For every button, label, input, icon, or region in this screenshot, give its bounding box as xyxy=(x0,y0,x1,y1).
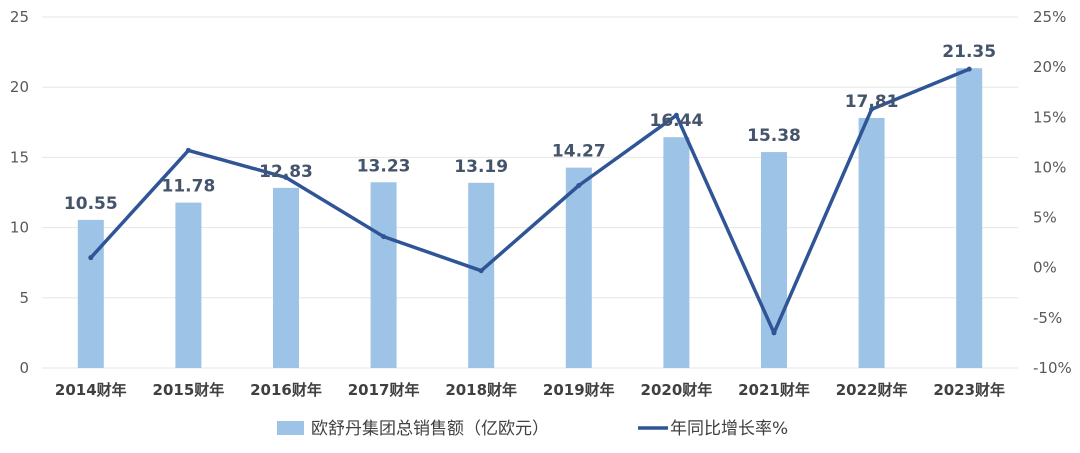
right-tick-label: 20% xyxy=(1033,58,1066,76)
left-tick-label: 25 xyxy=(10,8,29,26)
bar xyxy=(565,167,592,368)
category-label: 2017财年 xyxy=(348,381,420,399)
line-point xyxy=(576,182,582,188)
bar xyxy=(273,187,299,368)
category-label: 2021财年 xyxy=(738,381,810,399)
legend: 欧舒丹集团总销售额（亿欧元） 年同比增长率% xyxy=(277,419,788,439)
bar-data-label: 17.81 xyxy=(845,92,899,112)
bar xyxy=(663,137,690,368)
left-tick-label: 5 xyxy=(19,289,29,307)
line-point xyxy=(966,66,972,72)
right-tick-label: 15% xyxy=(1033,108,1066,126)
category-label: 2022财年 xyxy=(836,381,908,399)
bar-data-label: 14.27 xyxy=(552,142,606,162)
category-label: 2015财年 xyxy=(153,381,225,399)
growth-rate-line xyxy=(89,67,971,335)
bar-data-label: 13.23 xyxy=(357,156,411,176)
legend-bar-label: 欧舒丹集团总销售额（亿欧元） xyxy=(311,419,549,439)
category-labels: 2014财年 2015财年 2016财年 2017财年 2018财年 2019财年 2020… xyxy=(55,381,1005,399)
category-label: 2014财年 xyxy=(55,381,127,399)
line-point xyxy=(478,268,484,274)
category-label: 2020财年 xyxy=(641,381,713,399)
line-point xyxy=(88,255,94,261)
left-tick-label: 10 xyxy=(10,219,29,237)
legend-line-label: 年同比增长率% xyxy=(670,419,788,439)
category-label: 2016财年 xyxy=(250,381,322,399)
line-point xyxy=(283,174,289,180)
line-point xyxy=(185,147,191,153)
bar-data-label: 12.83 xyxy=(259,162,313,182)
line-point xyxy=(673,112,679,118)
right-tick-label: -5% xyxy=(1033,309,1062,327)
left-tick-label: 20 xyxy=(10,78,29,96)
line-point xyxy=(381,234,387,240)
left-tick-label: 15 xyxy=(10,148,29,166)
right-tick-label: -10% xyxy=(1033,359,1072,377)
category-label: 2018财年 xyxy=(445,381,517,399)
data-labels: 10.55 11.78 12.83 13.23 13.19 14.27 16.44 15.38… xyxy=(64,42,996,214)
bar xyxy=(858,117,885,368)
bar-data-label: 11.78 xyxy=(162,177,216,197)
line-point xyxy=(771,330,777,336)
category-label: 2019财年 xyxy=(543,381,615,399)
bar xyxy=(468,182,495,368)
category-label: 2023财年 xyxy=(933,381,1005,399)
bar-data-label: 21.35 xyxy=(942,42,996,62)
right-tick-label: 25% xyxy=(1033,8,1066,26)
bar xyxy=(956,68,983,368)
bar xyxy=(77,219,104,368)
line-series xyxy=(88,66,972,336)
right-tick-label: 10% xyxy=(1033,158,1066,176)
bar-data-label: 13.19 xyxy=(454,157,508,177)
left-tick-label: 0 xyxy=(19,359,29,377)
right-axis-ticks: -10% -5% 0% 5% 10% 15% 20% 25% xyxy=(1033,8,1072,377)
bar-data-label: 16.44 xyxy=(650,111,704,131)
left-axis-ticks: 0 5 10 15 20 25 xyxy=(10,8,29,377)
bar-data-label: 10.55 xyxy=(64,194,118,214)
bar xyxy=(175,202,202,368)
right-tick-label: 0% xyxy=(1033,259,1057,277)
bar-series xyxy=(77,68,983,368)
bar xyxy=(370,182,397,368)
right-tick-label: 5% xyxy=(1033,209,1057,227)
bar-data-label: 15.38 xyxy=(747,126,801,146)
line-point xyxy=(869,106,875,112)
bar xyxy=(761,152,787,368)
legend-bar-swatch xyxy=(277,421,304,435)
